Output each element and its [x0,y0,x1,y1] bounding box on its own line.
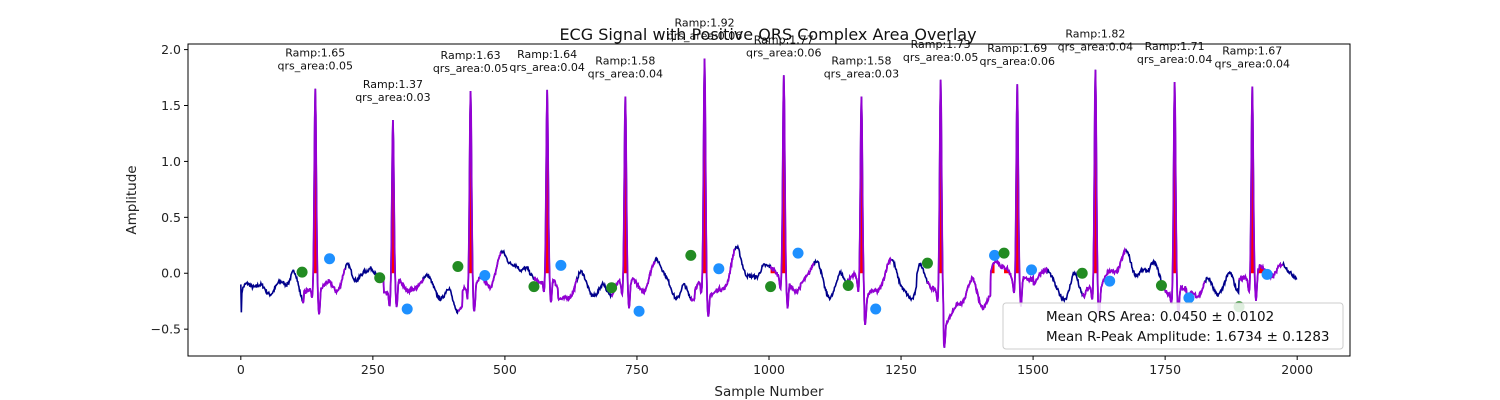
x-tick-label-6: 1500 [1017,362,1049,377]
annotation-ramp-2: Ramp:1.37 [363,78,423,91]
qrs-offset-marker-3 [479,269,491,281]
legend-entry-mean-r-peak-amplitude: Mean R-Peak Amplitude: 1.6734 ± 0.1283 [1046,329,1330,345]
qrs-onset-marker-10 [998,247,1010,259]
qrs-area-fill-5 [611,96,640,274]
y-axis-label: Amplitude [124,165,140,234]
annotation-ramp-5: Ramp:1.58 [595,55,655,68]
qrs-segment-1 [301,88,346,315]
annotation-qrs-area-2: qrs_area:0.03 [355,91,430,104]
y-tick-label-3: 1.0 [161,154,181,169]
annotation-ramp-4: Ramp:1.64 [517,48,577,61]
qrs-offset-marker-5 [633,305,645,317]
qrs-segment-12 [1161,82,1206,316]
qrs-area-fill-9 [927,79,995,274]
annotation-qrs-area-3: qrs_area:0.05 [433,62,508,75]
axes: 0 250 500 750 1000 1250 1500 1750 2000 −0.5 0.0 0.5… [151,42,1313,377]
qrs-segment-10 [1003,84,1049,307]
qrs-segment-13 [1238,86,1284,301]
y-tick-label-0: −0.5 [151,322,181,337]
qrs-onset-marker-8 [842,280,854,292]
y-tick-label-1: 0.0 [161,266,181,281]
qrs-onset-marker-1 [296,266,308,278]
qrs-onset-marker-4 [528,281,540,293]
qrs-segment-9 [926,79,1012,348]
qrs-offset-marker-8 [870,303,882,315]
qrs-onset-marker-11 [1076,267,1088,279]
qrs-offset-marker-2 [401,303,413,315]
qrs-offset-marker-1 [324,253,336,265]
qrs-segment-8 [847,96,892,325]
legend-entry-mean-qrs-area: Mean QRS Area: 0.0450 ± 0.0102 [1046,309,1274,325]
chart-title: ECG Signal with Positive QRS Complex Are… [559,25,976,44]
annotation-ramp-7: Ramp:1.77 [754,33,814,46]
qrs-onset-marker-2 [374,272,386,284]
x-tick-label-3: 750 [625,362,649,377]
legend: Mean QRS Area: 0.0450 ± 0.0102 Mean R-Pe… [1002,302,1344,350]
annotation-qrs-area-13: qrs_area:0.04 [1215,57,1290,70]
annotation-qrs-area-10: qrs_area:0.06 [980,55,1055,68]
qrs-offset-marker-11 [1104,275,1116,287]
qrs-offset-marker-10 [1026,264,1038,276]
x-tick-label-0: 0 [237,362,245,377]
qrs-segment-4 [533,89,578,303]
qrs-offset-marker-12 [1183,292,1195,304]
x-tick-label-5: 1250 [885,362,917,377]
y-tick-label-2: 0.5 [161,210,181,225]
annotation-ramp-6: Ramp:1.92 [675,17,735,30]
x-tick-label-2: 500 [493,362,517,377]
qrs-offset-marker-7 [792,247,804,259]
y-tick-label-5: 2.0 [161,42,181,57]
annotation-qrs-area-1: qrs_area:0.05 [278,60,353,73]
x-axis-label: Sample Number [714,384,824,400]
qrs-segment-2 [378,120,424,308]
annotation-ramp-12: Ramp:1.71 [1145,40,1205,53]
qrs-onset-marker-9 [921,257,933,269]
annotation-ramp-10: Ramp:1.69 [987,42,1047,55]
annotation-qrs-area-7: qrs_area:0.06 [746,46,821,59]
qrs-segment-3 [457,90,502,312]
annotation-ramp-11: Ramp:1.82 [1065,28,1125,41]
x-tick-label-1: 250 [361,362,385,377]
legend-box [1002,302,1344,350]
x-tick-label-8: 2000 [1281,362,1313,377]
annotation-qrs-area-11: qrs_area:0.04 [1058,41,1133,54]
qrs-onset-marker-12 [1155,280,1167,292]
y-tick-label-4: 1.5 [161,98,181,113]
annotation-ramp-8: Ramp:1.58 [831,55,891,68]
annotation-qrs-area-4: qrs_area:0.04 [509,61,584,74]
qrs-segment-11 [1081,69,1127,319]
qrs-segment-6 [689,58,736,317]
annotation-qrs-area-5: qrs_area:0.04 [588,68,663,81]
qrs-offset-marker-4 [555,259,567,271]
qrs-offset-marker-6 [713,263,725,275]
qrs-onset-marker-3 [452,261,464,273]
annotation-ramp-3: Ramp:1.63 [441,49,501,62]
qrs-segment-5 [610,96,656,309]
annotation-qrs-area-12: qrs_area:0.04 [1137,53,1212,66]
qrs-segment-7 [769,75,815,309]
x-tick-label-7: 1750 [1149,362,1181,377]
annotation-ramp-13: Ramp:1.67 [1222,44,1282,57]
qrs-onset-marker-6 [685,249,697,261]
qrs-offset-marker-9 [989,249,1001,261]
qrs-onset-marker-5 [606,282,618,294]
annotation-qrs-area-6: qrs_area:0.06 [667,30,742,43]
qrs-offset-marker-13 [1261,268,1273,280]
x-tick-label-4: 1000 [753,362,785,377]
plot-area: Ramp:1.65qrs_area:0.05Ramp:1.37qrs_area:… [240,17,1298,348]
annotation-qrs-area-8: qrs_area:0.03 [824,68,899,81]
annotation-ramp-1: Ramp:1.65 [285,47,345,60]
annotation-qrs-area-9: qrs_area:0.05 [903,51,978,64]
qrs-onset-marker-7 [765,281,777,293]
